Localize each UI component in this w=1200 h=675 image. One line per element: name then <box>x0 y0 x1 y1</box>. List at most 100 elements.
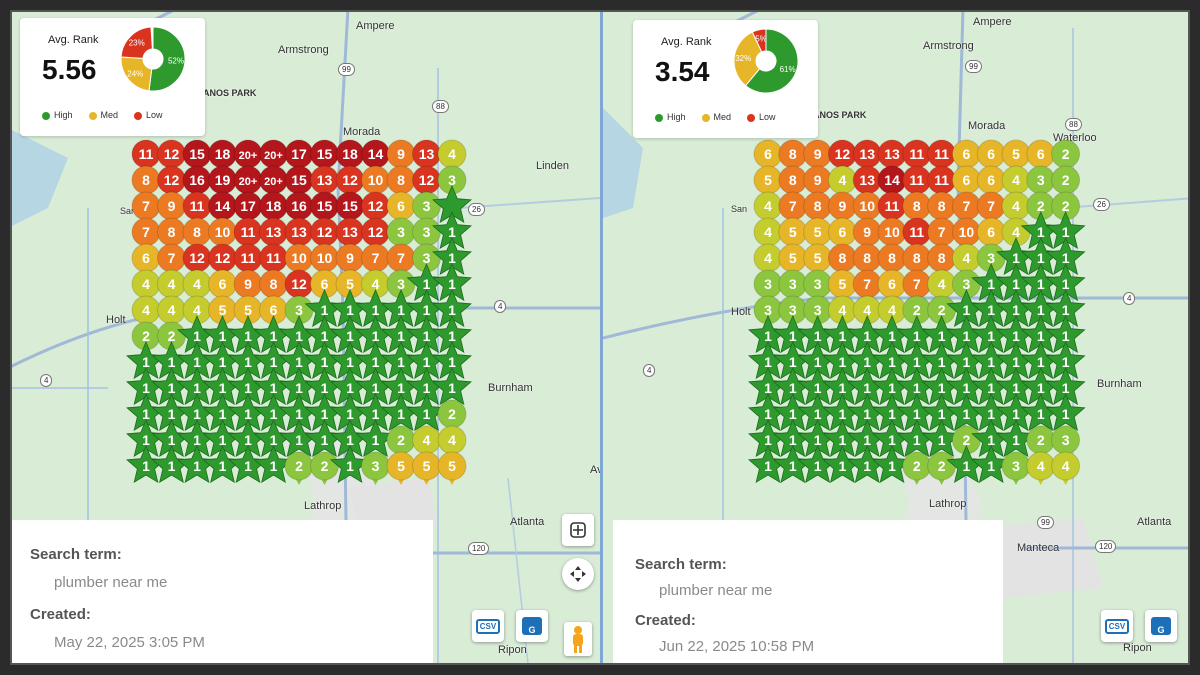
rank-pin[interactable]: 4 <box>1051 451 1081 485</box>
rank-pin[interactable]: 3 <box>386 269 416 303</box>
rank-pin[interactable]: 15 <box>284 165 314 199</box>
rank-pin-label: 10 <box>959 224 975 240</box>
rank-pin[interactable]: 6 <box>310 269 339 303</box>
rank-pin-label: 1 <box>814 432 822 448</box>
rank-pin[interactable]: 18 <box>208 139 237 173</box>
place-label-ampere: Ampere <box>973 16 1012 28</box>
rank-pin-label: 1 <box>1062 250 1070 266</box>
rank-pin[interactable]: 15 <box>310 191 339 225</box>
rank-pin-label: 1 <box>888 328 896 344</box>
rank-pin[interactable]: 8 <box>157 217 186 251</box>
rank-pin[interactable]: 11 <box>233 243 263 277</box>
google-business-button[interactable]: G <box>516 610 548 642</box>
rank-grid[interactable]: 6 8 9 12 13 13 11 11 6 6 5 6 25 8 9 4 13 14 11 11 6 6 4 3 24 7 8 9 1… <box>603 8 1195 664</box>
place-label-armstrong: Armstrong <box>923 40 974 52</box>
rank-pin-label: 15 <box>317 198 333 214</box>
rank-pin[interactable]: 17 <box>233 191 263 225</box>
rank-pin[interactable]: 12 <box>827 139 857 173</box>
created-value: May 22, 2025 3:05 PM <box>54 634 205 651</box>
rank-pin[interactable]: 11 <box>902 139 932 173</box>
rank-pin[interactable]: 13 <box>259 217 288 251</box>
rank-pin-label: 7 <box>913 276 921 292</box>
rank-pin[interactable]: 10 <box>852 191 882 225</box>
rank-pin-label: 7 <box>938 224 946 240</box>
rank-pin[interactable]: 2 <box>902 451 932 485</box>
rank-pin[interactable]: 12 <box>284 269 314 303</box>
place-label-san: San <box>731 204 748 214</box>
rank-pin-label: 3 <box>814 302 822 318</box>
rank-pin[interactable]: 11 <box>927 165 957 199</box>
rank-pin[interactable]: 5 <box>386 451 416 485</box>
rank-pin[interactable]: 13 <box>412 139 441 173</box>
rank-pin-label: 1 <box>987 328 995 344</box>
rank-pin[interactable]: 12 <box>361 191 390 225</box>
rank-pin[interactable]: 8 <box>778 139 808 173</box>
street-view-button[interactable] <box>564 622 592 656</box>
scan-info-card: Search term: plumber near me Created: Ju… <box>613 520 1003 664</box>
rank-pin[interactable]: 12 <box>182 243 212 277</box>
map-panel-right[interactable]: Ampere Armstrong ANOS PARK Morada Waterl… <box>603 8 1195 664</box>
rank-pin-label: 8 <box>938 250 946 266</box>
rank-pin-label: 6 <box>219 276 227 292</box>
google-business-button[interactable]: G <box>1145 610 1177 642</box>
recenter-button[interactable] <box>562 558 594 590</box>
csv-export-button[interactable]: CSV <box>472 610 504 642</box>
rank-pin-label: 8 <box>142 172 150 188</box>
rank-pin[interactable]: 5 <box>437 451 467 485</box>
search-term-value: plumber near me <box>659 582 773 599</box>
rank-pin-label: 1 <box>789 380 797 396</box>
rank-pin[interactable]: 7 <box>927 217 957 251</box>
rank-pin[interactable]: 3 <box>1001 451 1031 485</box>
rank-pin[interactable]: 6 <box>753 139 783 173</box>
rank-pin[interactable]: 12 <box>157 139 186 173</box>
rank-pin[interactable]: 1 <box>1045 392 1086 432</box>
rank-pin[interactable]: 17 <box>284 139 314 173</box>
donut-slice <box>744 28 799 94</box>
rank-pin-label: 1 <box>448 250 456 266</box>
google-business-icon: G <box>1151 617 1171 635</box>
rank-pin-label: 1 <box>863 458 871 474</box>
rank-pin[interactable]: 11 <box>927 139 957 173</box>
rank-pin-label: 16 <box>291 198 307 214</box>
rank-pin[interactable]: 2 <box>310 451 339 485</box>
rank-pin[interactable]: 5 <box>412 451 441 485</box>
rank-pin[interactable]: 3 <box>361 451 390 485</box>
rank-pin-label: 2 <box>1037 198 1045 214</box>
rank-pin[interactable]: 8 <box>902 191 932 225</box>
rank-pin[interactable]: 20+ <box>233 165 263 199</box>
avg-rank-value: 5.56 <box>42 54 97 85</box>
rank-pin-label: 8 <box>839 250 847 266</box>
rank-grid[interactable]: 11 12 15 18 20+ 20+ 17 15 18 14 9 13 48 12 16 19 20+ 20+ 1… <box>8 8 600 664</box>
donut-slice <box>733 31 763 87</box>
rank-pin-label: 11 <box>885 198 900 214</box>
rank-pin-label: 10 <box>291 250 307 266</box>
rank-pin-label: 12 <box>342 172 358 188</box>
rank-pin[interactable]: 18 <box>259 191 288 225</box>
rank-pin[interactable]: 12 <box>157 165 186 199</box>
csv-export-button[interactable]: CSV <box>1101 610 1133 642</box>
rank-pin-label: 3 <box>397 224 405 240</box>
map-panel-left[interactable]: Ampere Armstrong ANOS PARK Morada Linden… <box>8 8 600 664</box>
rank-pin[interactable]: 2 <box>927 451 957 485</box>
fullscreen-button[interactable] <box>562 514 594 546</box>
rank-pin-label: 1 <box>423 406 431 422</box>
rank-pin[interactable]: 4 <box>1026 451 1056 485</box>
rank-pin[interactable]: 11 <box>902 217 932 251</box>
rank-pin-label: 10 <box>317 250 333 266</box>
rank-pin-label: 4 <box>764 224 772 240</box>
rank-pin[interactable]: 16 <box>182 165 212 199</box>
rank-pin-label: 1 <box>1037 302 1045 318</box>
rank-pin[interactable]: 4 <box>157 295 186 329</box>
rank-pin[interactable]: 3 <box>778 269 808 303</box>
rank-pin-label: 1 <box>963 354 971 370</box>
rank-pin[interactable]: 2 <box>1051 191 1081 225</box>
rank-pin[interactable]: 2 <box>284 451 314 485</box>
rank-pin[interactable]: 1 <box>432 366 472 406</box>
rank-pin-label: 1 <box>1037 354 1045 370</box>
rank-pin[interactable]: 15 <box>335 191 365 225</box>
avg-rank-label: Avg. Rank <box>661 36 712 48</box>
rank-pin-label: 1 <box>1012 406 1020 422</box>
rank-pin-label: 3 <box>764 276 772 292</box>
rank-pin-label: 2 <box>397 432 405 448</box>
rank-pin[interactable]: 15 <box>182 139 212 173</box>
